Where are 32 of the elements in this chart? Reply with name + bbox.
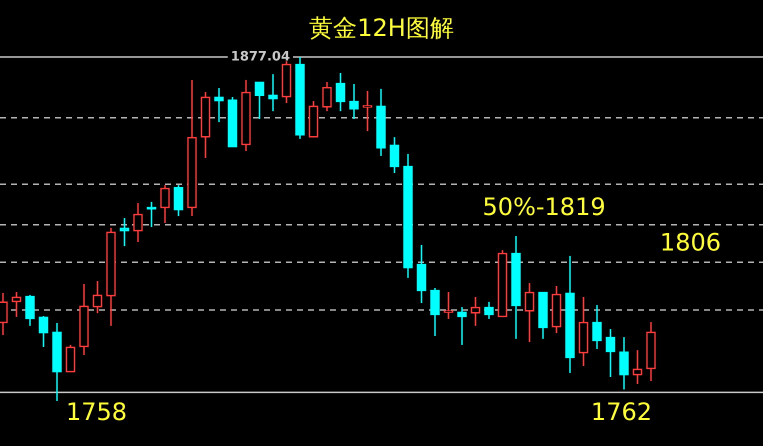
candlestick (619, 336, 629, 390)
candlestick (606, 328, 616, 378)
candlestick (254, 81, 264, 120)
candlestick (322, 81, 332, 112)
annotation: 50%-1819 (482, 192, 606, 221)
annotation: 1758 (66, 398, 128, 426)
candlestick (430, 287, 440, 337)
ref-line-label: 1806 (660, 228, 721, 257)
candlestick (592, 304, 602, 350)
candlestick (160, 184, 170, 224)
candlestick (484, 301, 494, 320)
candlestick (444, 291, 454, 320)
candlestick (25, 294, 35, 327)
candlestick (174, 184, 184, 217)
annotation: 1762 (590, 398, 652, 426)
candlestick (457, 306, 467, 346)
candlestick (349, 83, 359, 120)
candlestick (470, 296, 480, 327)
candlestick (120, 217, 130, 247)
candlestick (390, 136, 400, 174)
chart-title: 黄金12H图解 (308, 13, 455, 44)
candlestick (133, 202, 143, 243)
candlestick (524, 282, 534, 343)
candlestick (336, 72, 346, 112)
candlestick (12, 291, 22, 318)
candlestick (66, 344, 76, 373)
candlestick (214, 87, 224, 123)
candlestick (268, 73, 278, 112)
candlestick (632, 349, 642, 385)
candlestick (38, 315, 48, 348)
ref-line-label: 1877.04 (230, 49, 290, 64)
candlestick (92, 280, 102, 314)
